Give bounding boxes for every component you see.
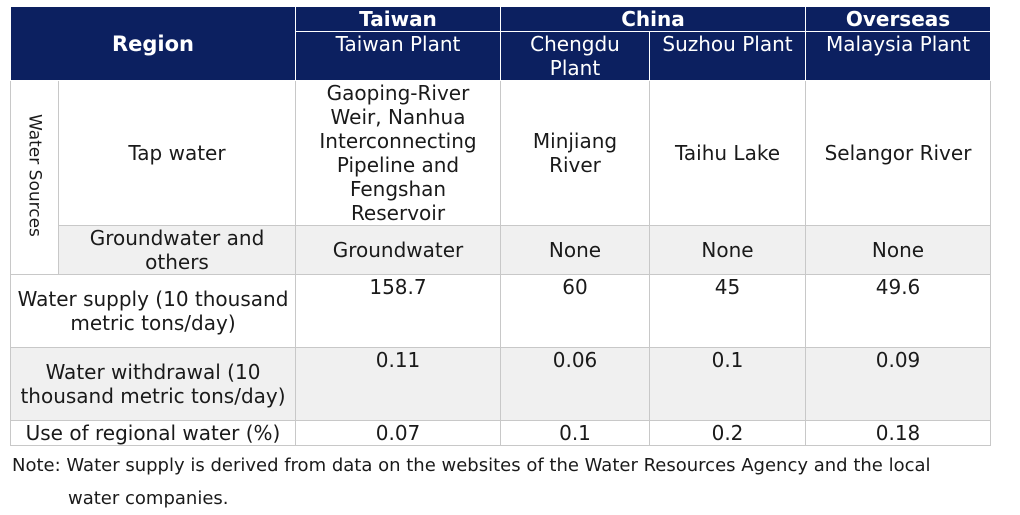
water-sources-table: Region Taiwan China Overseas Taiwan Plan… bbox=[10, 6, 992, 446]
plant-header-taiwan: Taiwan Plant bbox=[295, 31, 501, 81]
cell-supply-suzhou: 45 bbox=[648, 274, 807, 348]
region-header: Region bbox=[10, 6, 296, 81]
cell-tap-water-suzhou: Taihu Lake bbox=[648, 80, 807, 226]
cell-tap-water-taiwan: Gaoping-River Weir, Nanhua Interconnecti… bbox=[295, 80, 501, 226]
plant-header-malaysia: Malaysia Plant bbox=[805, 31, 992, 81]
water-sources-table-container: Region Taiwan China Overseas Taiwan Plan… bbox=[10, 6, 992, 446]
water-sources-label-cell: Water Sources bbox=[10, 80, 59, 275]
table-row-water-supply: Water supply (10 thousand metric tons/da… bbox=[10, 274, 992, 348]
cell-groundwater-chengdu: None bbox=[500, 225, 650, 275]
row-label-water-withdrawal: Water withdrawal (10 thousand metric ton… bbox=[10, 347, 296, 421]
cell-groundwater-malaysia: None bbox=[805, 225, 992, 275]
plant-header-chengdu: Chengdu Plant bbox=[500, 31, 650, 81]
cell-regional-taiwan: 0.07 bbox=[295, 420, 501, 446]
row-label-tap-water: Tap water bbox=[58, 80, 296, 226]
footnote: Note: Water supply is derived from data … bbox=[12, 449, 1002, 515]
cell-supply-malaysia: 49.6 bbox=[805, 274, 992, 348]
cell-tap-water-malaysia: Selangor River bbox=[805, 80, 992, 226]
plant-header-suzhou: Suzhou Plant bbox=[648, 31, 807, 81]
footnote-line-1: Note: Water supply is derived from data … bbox=[12, 455, 931, 476]
cell-groundwater-suzhou: None bbox=[648, 225, 807, 275]
row-label-regional-use: Use of regional water (%) bbox=[10, 420, 296, 446]
group-header-china: China bbox=[499, 6, 807, 32]
table-row-water-withdrawal: Water withdrawal (10 thousand metric ton… bbox=[10, 347, 992, 421]
cell-regional-suzhou: 0.2 bbox=[648, 420, 807, 446]
table-row-tap-water: Water Sources Tap water Gaoping-River We… bbox=[10, 80, 992, 275]
group-header-overseas: Overseas bbox=[805, 6, 992, 32]
row-label-water-supply: Water supply (10 thousand metric tons/da… bbox=[10, 274, 296, 348]
cell-supply-taiwan: 158.7 bbox=[295, 274, 501, 348]
cell-withdrawal-taiwan: 0.11 bbox=[295, 347, 501, 421]
footnote-line-2: water companies. bbox=[68, 488, 229, 509]
cell-supply-chengdu: 60 bbox=[500, 274, 650, 348]
cell-regional-chengdu: 0.1 bbox=[500, 420, 650, 446]
table-row-groundwater: Groundwater and others Groundwater None … bbox=[11, 225, 992, 275]
cell-groundwater-taiwan: Groundwater bbox=[295, 225, 501, 275]
cell-regional-malaysia: 0.18 bbox=[805, 420, 992, 446]
cell-withdrawal-suzhou: 0.1 bbox=[648, 347, 807, 421]
water-sources-label: Water Sources bbox=[24, 113, 45, 237]
row-label-groundwater: Groundwater and others bbox=[58, 225, 296, 275]
group-header-taiwan: Taiwan bbox=[295, 6, 501, 32]
cell-tap-water-chengdu: Minjiang River bbox=[500, 80, 650, 226]
cell-withdrawal-chengdu: 0.06 bbox=[500, 347, 650, 421]
cell-withdrawal-malaysia: 0.09 bbox=[805, 347, 992, 421]
table-row-regional-use: Use of regional water (%) 0.07 0.1 0.2 0… bbox=[10, 420, 992, 446]
